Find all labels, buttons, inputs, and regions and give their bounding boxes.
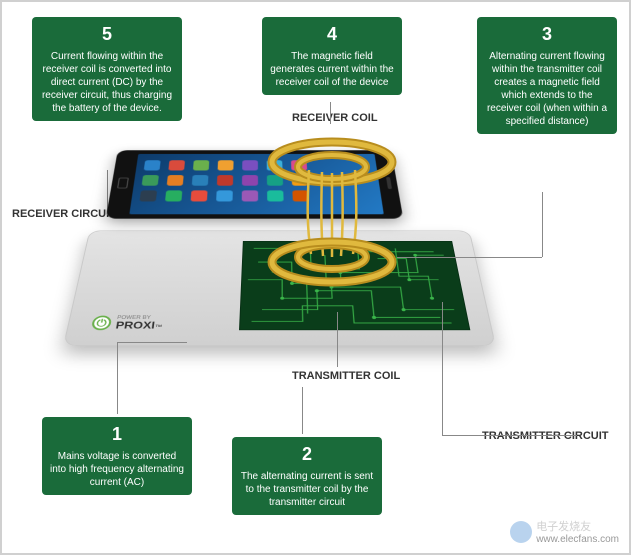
app-icon [267, 190, 284, 201]
step-5: 5 Current flowing within the receiver co… [32, 17, 182, 121]
phone [106, 150, 404, 218]
app-icon [292, 175, 309, 186]
board-traces [240, 242, 469, 330]
app-icon [144, 160, 161, 170]
pointer-line [117, 342, 187, 343]
proxi-logo: ⏻ POWER BY PROXI™ [91, 316, 164, 331]
step-2: 2 The alternating current is sent to the… [232, 437, 382, 515]
pointer-line [117, 342, 118, 414]
step-4: 4 The magnetic field generates current w… [262, 17, 402, 95]
app-icon [216, 190, 233, 201]
app-icon [139, 190, 157, 201]
pointer-line [442, 435, 577, 436]
transmitter-coil-label: TRANSMITTER COIL [292, 370, 400, 382]
step-3-num: 3 [485, 23, 609, 46]
step-3: 3 Alternating current flowing within the… [477, 17, 617, 134]
watermark-cn: 电子发烧友 [536, 521, 591, 533]
step-5-num: 5 [40, 23, 174, 46]
app-icon [267, 175, 283, 186]
logo-tm: ™ [154, 324, 162, 330]
app-icon [165, 190, 182, 201]
speaker-icon [386, 177, 392, 189]
pointer-line [442, 302, 443, 435]
pointer-line [302, 387, 303, 434]
app-icon [142, 175, 159, 186]
home-button-icon [117, 178, 129, 189]
receiver-coil-label: RECEIVER COIL [292, 112, 378, 124]
pointer-line [542, 192, 543, 257]
app-icon [242, 160, 258, 170]
logo-big: PROXI [115, 320, 156, 331]
transmitter-circuit-label: TRANSMITTER CIRCUIT [482, 430, 609, 442]
step-4-text: The magnetic field generates current wit… [270, 51, 393, 88]
step-1-num: 1 [50, 423, 184, 446]
step-1-text: Mains voltage is converted into high fre… [50, 451, 184, 488]
pointer-line [330, 102, 331, 124]
phone-body [106, 150, 404, 218]
circuit-board [239, 241, 470, 330]
step-4-num: 4 [270, 23, 394, 46]
step-2-num: 2 [240, 443, 374, 466]
charging-pad: ⏻ POWER BY PROXI™ [63, 230, 496, 346]
pointer-line [337, 312, 338, 367]
power-icon: ⏻ [91, 316, 113, 331]
app-icon [193, 160, 209, 170]
app-icon [242, 175, 258, 186]
step-3-text: Alternating current flowing within the t… [487, 51, 607, 127]
step-1: 1 Mains voltage is converted into high f… [42, 417, 192, 495]
app-icon [267, 160, 283, 170]
app-icon [191, 190, 208, 201]
step-5-text: Current flowing within the receiver coil… [42, 51, 172, 114]
watermark-icon [510, 521, 532, 543]
step-2-text: The alternating current is sent to the t… [241, 471, 373, 508]
app-icon [291, 160, 307, 170]
app-icon [167, 175, 184, 186]
pointer-line [397, 257, 542, 258]
app-grid [139, 160, 316, 204]
app-icon [217, 175, 233, 186]
app-icon [218, 160, 234, 170]
app-icon [292, 190, 309, 201]
phone-screen [129, 154, 383, 214]
watermark-url: www.elecfans.com [536, 534, 619, 545]
watermark: 电子发烧友 www.elecfans.com [510, 518, 619, 545]
receiver-circuit-label: RECEIVER CIRCUIT [12, 208, 116, 220]
app-icon [192, 175, 209, 186]
app-icon [242, 190, 258, 201]
app-icon [168, 160, 185, 170]
